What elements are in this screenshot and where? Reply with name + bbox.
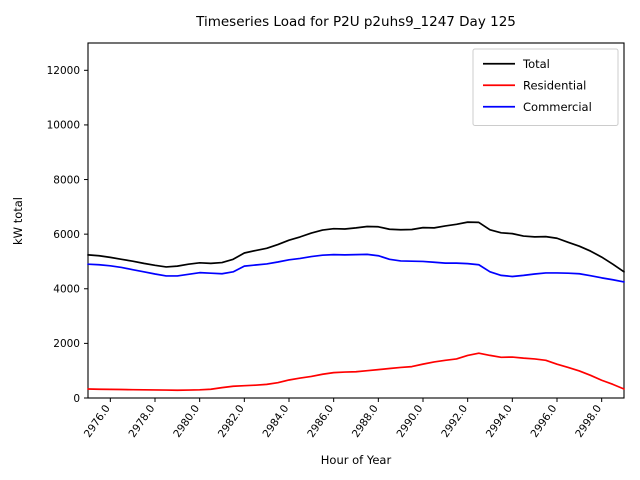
x-tick-label: 2992.0 bbox=[439, 403, 470, 440]
series-line-total bbox=[87, 221, 625, 273]
x-tick-label: 2996.0 bbox=[529, 403, 560, 440]
x-axis-label: Hour of Year bbox=[321, 453, 392, 467]
x-tick-label: 2998.0 bbox=[573, 403, 604, 440]
x-tick-label: 2986.0 bbox=[305, 403, 336, 440]
series-line-commercial bbox=[87, 253, 625, 283]
page-title: Timeseries Load for P2U p2uhs9_1247 Day … bbox=[195, 14, 516, 30]
y-tick-label: 10000 bbox=[47, 120, 80, 132]
chart-title-group: Timeseries Load for P2U p2uhs9_1247 Day … bbox=[195, 14, 516, 30]
x-tick-label: 2988.0 bbox=[350, 403, 381, 440]
x-tick-label: 2980.0 bbox=[171, 403, 202, 440]
legend-label-total: Total bbox=[522, 57, 550, 71]
x-tick-label: 2982.0 bbox=[216, 403, 247, 440]
x-tick-label: 2994.0 bbox=[484, 403, 515, 440]
y-axis-label: kW total bbox=[11, 197, 25, 245]
x-tick-label: 2990.0 bbox=[395, 403, 426, 440]
y-tick-label: 0 bbox=[73, 393, 80, 405]
y-tick-label: 2000 bbox=[53, 338, 80, 350]
y-axis-ticks: 0 2000 4000 6000 8000 10000 12000 bbox=[47, 65, 88, 405]
x-tick-label: 2976.0 bbox=[82, 403, 113, 440]
x-tick-label: 2984.0 bbox=[261, 403, 292, 440]
y-tick-label: 12000 bbox=[47, 65, 80, 77]
plot-frame bbox=[87, 42, 625, 399]
x-axis-ticks: 2976.0 2978.0 2980.0 2982.0 2984.0 2986.0 2988… bbox=[82, 398, 604, 440]
y-tick-label: 8000 bbox=[53, 174, 80, 186]
plot-border bbox=[87, 42, 625, 399]
series-lines bbox=[87, 221, 625, 392]
y-tick-label: 6000 bbox=[53, 229, 80, 241]
axis-titles: kW total Hour of Year bbox=[11, 197, 391, 467]
chart-legend: Total Residential Commercial bbox=[472, 48, 619, 126]
y-tick-label: 4000 bbox=[53, 284, 80, 296]
legend-label-commercial: Commercial bbox=[523, 100, 592, 114]
legend-label-residential: Residential bbox=[523, 78, 586, 92]
series-line-residential bbox=[87, 352, 625, 392]
x-tick-label: 2978.0 bbox=[127, 403, 158, 440]
